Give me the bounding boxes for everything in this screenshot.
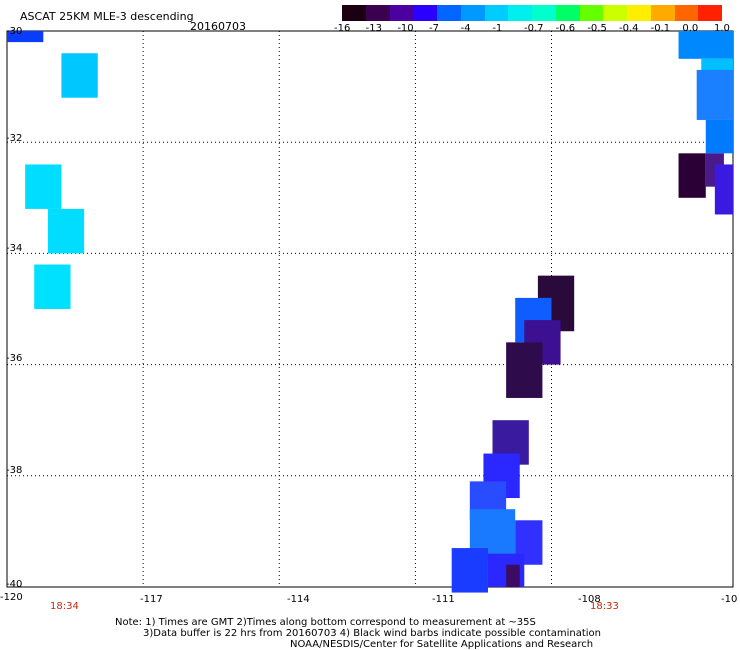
colorbar-swatch [508, 5, 532, 21]
colorbar-label: 1.0 [714, 23, 730, 34]
y-tick-label: -30 [6, 26, 23, 37]
y-tick-label: -34 [6, 243, 23, 254]
colorbar-swatch [413, 5, 437, 21]
y-tick-label: -36 [6, 353, 23, 364]
colorbar-label: 0.0 [682, 23, 699, 34]
chart-title: ASCAT 25KM MLE-3 descending [20, 10, 194, 23]
x-tick-label: -10 [721, 594, 738, 605]
wind-cell [506, 342, 543, 398]
colorbar-label: -0.6 [555, 23, 576, 34]
chart-date: 20160703 [190, 20, 246, 33]
y-tick-label: -32 [6, 133, 23, 144]
colorbar-swatch [484, 5, 509, 21]
colorbar-label: -16 [334, 23, 351, 34]
colorbar-label: -4 [460, 23, 471, 34]
wind-cell [705, 119, 733, 154]
colorbar-labels: -16 -13 -10 -7 -4 -1 -0.7 -0.6 -0.5 -0.4 -0.1 0.0 1.… [334, 23, 730, 35]
wind-cell [47, 208, 85, 254]
x-tick-label: -114 [287, 594, 310, 605]
y-tick-label: -40 [6, 579, 23, 590]
wind-cell [25, 164, 62, 209]
colorbar-swatch [603, 5, 627, 21]
colorbar-swatch [437, 5, 461, 21]
colorbar-label: -0.4 [619, 23, 639, 34]
wind-cell [451, 548, 488, 593]
colorbar-strip [342, 5, 722, 21]
wind-cell [506, 564, 520, 587]
x-tick-label: -120 [0, 592, 23, 603]
note-line-3: NOAA/NESDIS/Center for Satellite Applica… [290, 639, 594, 650]
colorbar-swatch [674, 5, 699, 21]
colorbar-label: -7 [429, 23, 439, 34]
colorbar-swatch [698, 5, 722, 21]
x-tick-label: -117 [140, 594, 163, 605]
wind-cells [7, 31, 733, 593]
map-grid [7, 31, 733, 587]
colorbar-swatch [389, 5, 414, 21]
wind-cell [696, 69, 733, 120]
colorbar-label: -0.7 [524, 23, 544, 34]
colorbar-label: -13 [365, 23, 382, 34]
colorbar-swatch [532, 5, 556, 21]
wind-cell [7, 31, 44, 43]
time-label: 18:33 [590, 601, 619, 612]
wind-cell [678, 31, 733, 59]
colorbar-swatch [650, 5, 675, 21]
colorbar-label: -0.1 [650, 23, 671, 34]
map-frame [6, 30, 734, 588]
colorbar-swatch [579, 5, 604, 21]
colorbar-swatch [365, 5, 390, 21]
wind-cell [714, 164, 733, 215]
wind-cell [61, 53, 98, 98]
note-line-1: Note: 1) Times are GMT 2)Times along bot… [115, 617, 536, 628]
wind-cell [34, 264, 71, 309]
colorbar-label: -10 [397, 23, 414, 34]
y-tick-label: -38 [6, 465, 23, 476]
x-tick-label: -111 [432, 594, 455, 605]
colorbar-swatch [555, 5, 580, 21]
x-tick-label: -108 [578, 594, 601, 605]
colorbar-label: -0.5 [587, 23, 607, 34]
time-label: 18:34 [50, 601, 79, 612]
colorbar-swatch [460, 5, 485, 21]
colorbar-swatch [342, 5, 366, 21]
colorbar-swatch [627, 5, 651, 21]
colorbar-label: -1 [492, 23, 503, 34]
note-line-2: 3)Data buffer is 22 hrs from 20160703 4)… [143, 628, 601, 639]
wind-cell [678, 153, 706, 198]
colorbar: -16 -13 -10 -7 -4 -1 -0.7 -0.6 -0.5 -0.4 -0.1 0.0 1.… [334, 5, 730, 35]
